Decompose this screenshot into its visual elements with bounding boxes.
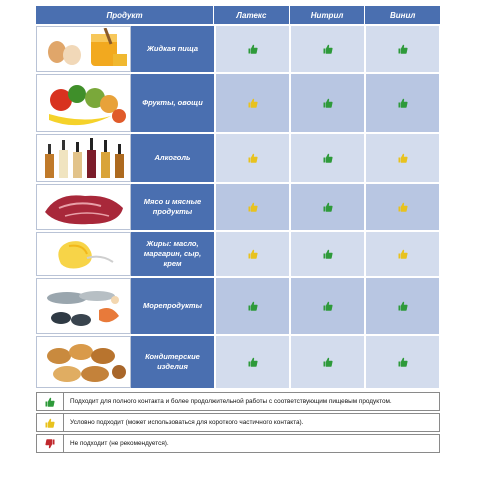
product-name: Мясо и мясные продукты (131, 184, 214, 230)
thumb-up-icon (323, 357, 333, 367)
thumb-up-icon (248, 44, 258, 54)
mark-cell (214, 134, 289, 182)
fruits-vegetables-image (36, 74, 131, 132)
thumb-up-icon (323, 153, 333, 163)
thumb-up-icon (323, 44, 333, 54)
mark-cell (289, 134, 364, 182)
butter-image (36, 232, 131, 276)
table-header: Продукт Латекс Нитрил Винил (36, 6, 440, 24)
product-name: Фрукты, овощи (131, 74, 214, 132)
legend-item: Подходит для полного контакта и более пр… (36, 392, 440, 411)
thumb-up-icon (248, 98, 258, 108)
seafood-image (36, 278, 131, 334)
mark-cell (364, 184, 439, 230)
legend-item: Не подходит (не рекомендуется). (36, 434, 440, 453)
mark-cell (364, 232, 439, 276)
mark-cell (214, 74, 289, 132)
thumb-up-icon (398, 357, 408, 367)
mark-cell (289, 26, 364, 72)
header-product: Продукт (36, 6, 215, 24)
thumb-up-icon (248, 301, 258, 311)
legend-item: Условно подходит (может использоваться д… (36, 413, 440, 432)
mark-cell (214, 26, 289, 72)
mark-cell (289, 184, 364, 230)
product-name: Жиры: масло, маргарин, сыр, крем (131, 232, 214, 276)
table-row: Жиры: масло, маргарин, сыр, крем (36, 230, 440, 276)
thumb-up-icon (323, 202, 333, 212)
mark-cell (364, 278, 439, 334)
table-row: Фрукты, овощи (36, 72, 440, 132)
product-name: Морепродукты (131, 278, 214, 334)
legend-text: Не подходит (не рекомендуется). (70, 440, 169, 447)
raw-meat-image (36, 184, 131, 230)
mark-cell (289, 278, 364, 334)
mark-cell (214, 184, 289, 230)
table-row: Мясо и мясные продукты (36, 182, 440, 230)
thumb-up-icon (323, 301, 333, 311)
legend-text: Подходит для полного контакта и более пр… (70, 398, 392, 405)
thumb-up-icon (323, 249, 333, 259)
legend: Подходит для полного контакта и более пр… (36, 392, 440, 455)
thumb-up-icon (45, 418, 55, 428)
mark-cell (364, 74, 439, 132)
table-row: Кондитерские изделия (36, 334, 440, 388)
thumb-up-icon (248, 153, 258, 163)
product-name: Алкоголь (131, 134, 214, 182)
thumb-up-icon (248, 357, 258, 367)
legend-icon-cell (37, 393, 64, 410)
thumb-up-icon (323, 98, 333, 108)
mark-cell (289, 336, 364, 388)
mark-cell (364, 26, 439, 72)
table-row: Жидкая пища (36, 24, 440, 72)
legend-icon-cell (37, 414, 64, 431)
eggs-honey-image (36, 26, 131, 72)
mark-cell (214, 232, 289, 276)
product-name: Кондитерские изделия (131, 336, 214, 388)
mark-cell (214, 336, 289, 388)
compatibility-table: Продукт Латекс Нитрил Винил Жидкая пища (36, 6, 440, 388)
thumb-up-icon (248, 249, 258, 259)
thumb-down-icon (45, 438, 55, 449)
alcohol-bottles-image (36, 134, 131, 182)
table-row: Алкоголь (36, 132, 440, 182)
header-vinyl: Винил (389, 10, 416, 20)
product-name: Жидкая пища (131, 26, 214, 72)
mark-cell (364, 336, 439, 388)
thumb-up-icon (398, 249, 408, 259)
mark-cell (289, 74, 364, 132)
thumb-up-icon (398, 301, 408, 311)
mark-cell (289, 232, 364, 276)
thumb-up-icon (398, 153, 408, 163)
thumb-up-icon (398, 44, 408, 54)
table-row: Морепродукты (36, 276, 440, 334)
legend-text: Условно подходит (может использоваться д… (70, 419, 304, 426)
mark-cell (214, 278, 289, 334)
thumb-up-icon (45, 397, 55, 407)
pastry-image (36, 336, 131, 388)
legend-icon-cell (37, 435, 64, 452)
thumb-up-icon (398, 98, 408, 108)
header-latex: Латекс (214, 6, 290, 24)
thumb-up-icon (248, 202, 258, 212)
mark-cell (364, 134, 439, 182)
thumb-up-icon (398, 202, 408, 212)
header-nitrile: Нитрил (290, 6, 366, 24)
